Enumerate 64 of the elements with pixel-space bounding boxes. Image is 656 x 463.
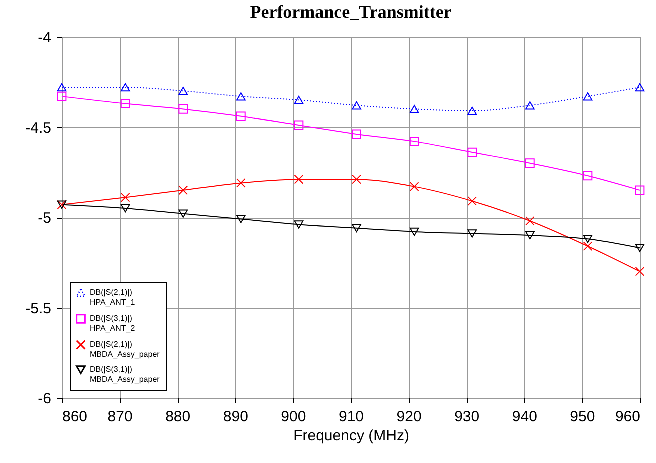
point [236, 112, 246, 122]
point [583, 171, 593, 181]
x-tick-label: 920 [396, 408, 422, 426]
point [236, 178, 246, 188]
point [583, 92, 593, 101]
point [120, 192, 130, 202]
point [178, 87, 188, 96]
point [635, 266, 645, 276]
point [525, 101, 535, 110]
chart-title: Performance_Transmitter [250, 2, 452, 22]
point [120, 204, 130, 213]
point [525, 216, 535, 226]
point [468, 148, 478, 158]
y-tick-label: -5 [38, 210, 52, 227]
legend-label: DB(|S(2,1)|) MBDA_Assy_paper [90, 340, 160, 359]
point [525, 158, 535, 168]
point [236, 215, 246, 224]
point [583, 235, 593, 244]
x-tick-label: 910 [338, 408, 364, 426]
point [294, 220, 304, 229]
point [57, 83, 67, 92]
point [294, 120, 304, 130]
point [352, 174, 362, 184]
point [120, 99, 130, 108]
point [635, 83, 645, 92]
point [352, 224, 362, 232]
y-tick-label: -6 [38, 390, 52, 408]
point [583, 242, 593, 252]
x-tick-label: 930 [454, 408, 480, 426]
x-tick-label: 960 [615, 408, 640, 426]
y-tick-label: -5.5 [26, 300, 52, 318]
point [178, 210, 188, 218]
point [468, 196, 478, 206]
point [294, 174, 304, 184]
point [120, 83, 130, 92]
x-tick-label: 890 [223, 408, 248, 426]
point [236, 92, 246, 101]
legend-label: DB(|S(3,1)|) HPA_ANT_2 [90, 314, 136, 333]
legend-label: DB(|S(2,1)|) HPA_ANT_1 [90, 288, 136, 307]
point [294, 96, 304, 104]
point [410, 137, 420, 146]
point [410, 228, 420, 236]
point [352, 130, 362, 140]
x-tick-label: 870 [108, 408, 133, 426]
x-tick-label: 940 [512, 408, 538, 426]
point [525, 231, 535, 240]
point [178, 186, 188, 196]
point [635, 186, 645, 196]
point [635, 244, 645, 252]
legend-label: DB(|S(3,1)|) MBDA_Assy_paper [90, 365, 160, 384]
x-tick-label: 950 [570, 408, 596, 426]
point [410, 105, 420, 114]
x-tick-label: 860 [62, 408, 88, 426]
point [57, 92, 67, 102]
y-tick-label: -4.5 [26, 120, 52, 137]
point [410, 182, 420, 192]
x-tick-label: 900 [281, 408, 306, 426]
y-tick-label: -4 [38, 30, 52, 46]
point [468, 106, 478, 116]
point [178, 104, 188, 114]
point [468, 230, 478, 238]
x-tick-label: 880 [166, 408, 191, 426]
point [352, 101, 362, 110]
x-axis-title: Frequency (MHz) [294, 428, 410, 444]
